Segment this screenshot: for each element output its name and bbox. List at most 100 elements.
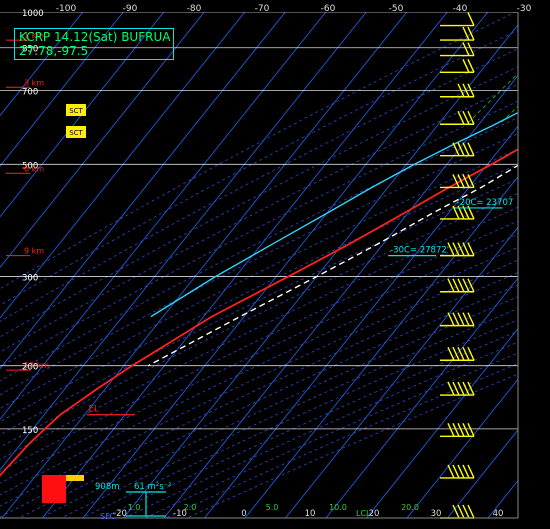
isotherm bbox=[0, 12, 327, 420]
lcl-label: LCL bbox=[356, 509, 371, 518]
barb-flag bbox=[462, 26, 470, 41]
mixing-ratio-line bbox=[466, 72, 518, 125]
annotation-label: -30C= 27872' bbox=[390, 246, 449, 256]
mixing-ratio-line bbox=[547, 12, 550, 124]
wind-barb bbox=[440, 278, 475, 293]
barb-flag bbox=[462, 110, 470, 125]
height-label: 3 km bbox=[24, 78, 44, 87]
barb-flag bbox=[452, 464, 460, 479]
mixing-ratio-label: 1.0 bbox=[128, 503, 141, 512]
top-temp-label: -100 bbox=[56, 4, 77, 14]
barb-flag bbox=[452, 381, 460, 396]
wind-barb bbox=[440, 464, 475, 479]
isotherm bbox=[284, 226, 518, 518]
cloud-marker: SCT bbox=[66, 104, 86, 116]
dry-adiabat bbox=[0, 178, 518, 436]
barb-flag bbox=[462, 83, 470, 98]
barb-flag bbox=[447, 346, 455, 361]
height-label: 12 km bbox=[24, 361, 49, 370]
dry-adiabat bbox=[18, 284, 518, 518]
bottom-temp-label: 10 bbox=[305, 509, 316, 519]
title-box: KCRP 14.12(Sat) BUFRUA 27.78,-97.5 bbox=[14, 28, 174, 60]
mixing-ratio-label: 2.0 bbox=[184, 503, 197, 512]
dry-adiabat bbox=[0, 148, 518, 409]
dewpoint-line bbox=[150, 111, 518, 318]
barb-flag bbox=[452, 504, 460, 519]
barb-flag bbox=[457, 346, 465, 361]
top-temp-label: -40 bbox=[453, 4, 468, 14]
barb-flag bbox=[452, 174, 460, 188]
barb-flag bbox=[452, 423, 460, 437]
wind-barb bbox=[440, 423, 475, 438]
wind-barb bbox=[440, 312, 475, 327]
surface-block bbox=[42, 475, 66, 503]
isotherm bbox=[203, 125, 518, 518]
cloud-label: SCT bbox=[69, 129, 83, 137]
barb-flag bbox=[467, 174, 475, 188]
barb-flag bbox=[462, 464, 470, 479]
dry-adiabat bbox=[0, 29, 518, 306]
barb-flag bbox=[457, 423, 465, 437]
isotherm bbox=[325, 277, 518, 518]
barb-flag bbox=[452, 346, 460, 361]
isotherm bbox=[406, 378, 518, 518]
sfc-label: SFC bbox=[100, 512, 116, 521]
height-label: 6 km bbox=[24, 164, 44, 173]
dry-adiabat bbox=[0, 133, 518, 396]
top-temp-label: -80 bbox=[187, 4, 202, 14]
dry-adiabat bbox=[60, 307, 518, 518]
surface-stripe bbox=[66, 475, 84, 481]
cloud-box bbox=[66, 104, 86, 116]
barb-flag bbox=[467, 278, 475, 293]
wind-barb bbox=[440, 174, 475, 189]
dry-adiabat bbox=[102, 330, 518, 518]
mixing-ratio-label: 20.0 bbox=[401, 503, 419, 512]
isotherm bbox=[0, 12, 205, 269]
barb-flag bbox=[457, 242, 465, 256]
pressure-label: 200 bbox=[22, 363, 38, 373]
barb-flag bbox=[467, 26, 475, 41]
bottom-temp-label: 30 bbox=[431, 509, 442, 519]
isotherm bbox=[0, 12, 286, 370]
isotherm bbox=[244, 176, 518, 518]
labels: -100 -90 -80 -70 -60 -50 -40 -30150200300500700… bbox=[0, 4, 532, 521]
dry-adiabat bbox=[0, 12, 517, 290]
height-label: 9 km bbox=[24, 247, 44, 256]
bottom-temp-label: 40 bbox=[493, 509, 504, 519]
wind-barb bbox=[440, 346, 475, 361]
isotherm bbox=[365, 327, 518, 518]
mixing-ratio-label: 5.0 bbox=[266, 503, 279, 512]
barb-flag bbox=[452, 278, 460, 293]
barb-flag bbox=[452, 312, 460, 326]
pressure-label: 300 bbox=[22, 274, 38, 284]
top-temp-label: -70 bbox=[255, 4, 270, 14]
temperature-line bbox=[0, 148, 518, 477]
helicity-label: 61 m²s⁻² bbox=[134, 482, 172, 492]
barb-flag bbox=[467, 142, 475, 156]
wind-barb bbox=[440, 83, 475, 98]
cloud-marker: SCT bbox=[66, 126, 86, 138]
cloud-box bbox=[66, 126, 86, 138]
barb-flag bbox=[467, 83, 475, 98]
dry-adiabat bbox=[0, 272, 518, 518]
dry-adiabat bbox=[0, 246, 518, 496]
barb-flag bbox=[467, 59, 475, 73]
wind-barb bbox=[440, 59, 475, 74]
top-temp-label: -60 bbox=[321, 4, 336, 14]
parcel-line bbox=[147, 164, 518, 367]
barb-flag bbox=[467, 504, 475, 519]
barb-flag bbox=[462, 381, 470, 396]
mixing-ratio-label: 10.0 bbox=[329, 503, 347, 512]
bottom-temp-label: 0 bbox=[241, 509, 246, 519]
barb-flag bbox=[457, 174, 465, 188]
dry-adiabat bbox=[0, 192, 518, 448]
dry-adiabat bbox=[186, 373, 518, 518]
barb-flag bbox=[457, 110, 465, 125]
barb-flag bbox=[462, 504, 470, 519]
barb-flag bbox=[467, 464, 475, 479]
top-temp-label: -90 bbox=[123, 4, 138, 14]
isotherm bbox=[163, 74, 518, 518]
barb-flag bbox=[462, 242, 470, 256]
pressure-label: 150 bbox=[22, 426, 38, 436]
